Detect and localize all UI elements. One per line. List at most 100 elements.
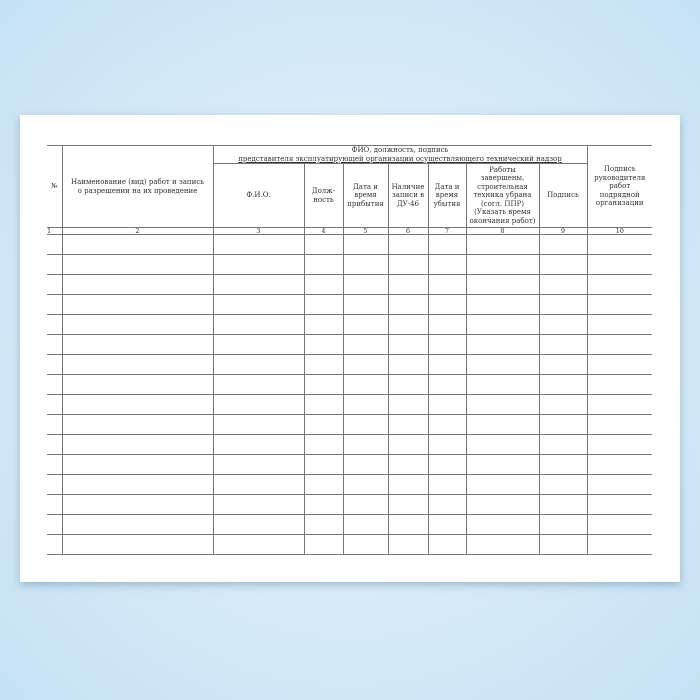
column-number: 9	[538, 227, 588, 235]
table-cell	[212, 434, 305, 455]
table-cell	[212, 394, 305, 415]
table-cell	[387, 534, 429, 555]
table-row	[47, 534, 652, 555]
table-cell	[47, 434, 63, 455]
table-cell	[342, 394, 389, 415]
table-cell	[465, 414, 540, 435]
table-cell	[387, 514, 429, 535]
table-cell	[387, 434, 429, 455]
header-completed: Работы завершены, строительная техника у…	[465, 163, 540, 228]
table-row	[47, 474, 652, 495]
table-cell	[387, 414, 429, 435]
table-cell	[586, 514, 652, 535]
table-cell	[303, 314, 344, 335]
table-cell	[212, 334, 305, 355]
table-cell	[342, 414, 389, 435]
table-row	[47, 294, 652, 315]
table-cell	[538, 434, 588, 455]
table-cell	[538, 474, 588, 495]
table-cell	[538, 294, 588, 315]
column-number: 10	[586, 227, 652, 235]
table-cell	[47, 234, 63, 255]
table-cell	[538, 414, 588, 435]
header-group-line2: представителя эксплуатирующей организаци…	[238, 154, 562, 163]
header-work: Наименование (вид) работ и запись о разр…	[61, 145, 214, 228]
table-cell	[212, 414, 305, 435]
table-cell	[47, 334, 63, 355]
table-cell	[212, 374, 305, 395]
table-cell	[342, 354, 389, 375]
table-row	[47, 414, 652, 435]
table-cell	[387, 454, 429, 475]
table-cell	[538, 514, 588, 535]
table-cell	[342, 274, 389, 295]
table-cell	[586, 474, 652, 495]
table-cell	[303, 354, 344, 375]
table-row	[47, 354, 652, 375]
table-cell	[47, 354, 63, 375]
table-cell	[47, 414, 63, 435]
table-cell	[586, 374, 652, 395]
table-cell	[47, 394, 63, 415]
table-cell	[303, 254, 344, 275]
table-row	[47, 494, 652, 515]
table-cell	[212, 254, 305, 275]
column-number: 3	[212, 227, 305, 235]
table-cell	[538, 254, 588, 275]
table-cell	[342, 534, 389, 555]
table-cell	[212, 514, 305, 535]
table-cell	[61, 394, 214, 415]
table-cell	[427, 434, 467, 455]
table-cell	[61, 474, 214, 495]
table-cell	[387, 334, 429, 355]
table-cell	[303, 454, 344, 475]
table-cell	[342, 334, 389, 355]
table-cell	[586, 454, 652, 475]
table-cell	[342, 294, 389, 315]
table-cell	[303, 234, 344, 255]
table-cell	[342, 234, 389, 255]
header-record: Наличие записи в ДУ-46	[387, 163, 429, 228]
table-cell	[465, 234, 540, 255]
table-cell	[61, 314, 214, 335]
table-cell	[342, 494, 389, 515]
table-row	[47, 254, 652, 275]
table-cell	[342, 314, 389, 335]
table-cell	[61, 454, 214, 475]
table-cell	[586, 534, 652, 555]
table-cell	[303, 374, 344, 395]
table-cell	[586, 294, 652, 315]
column-number: 8	[465, 227, 540, 235]
column-number: 7	[427, 227, 467, 235]
document-page: № Наименование (вид) работ и запись о ра…	[20, 115, 680, 582]
header-fio: Ф.И.О.	[213, 163, 305, 228]
table-cell	[342, 374, 389, 395]
table-cell	[387, 234, 429, 255]
table-cell	[212, 354, 305, 375]
table-cell	[387, 474, 429, 495]
table-cell	[303, 434, 344, 455]
header-position: Долж-ность	[303, 163, 344, 228]
table-cell	[303, 534, 344, 555]
header-arrival: Дата и время прибытия	[342, 163, 389, 228]
table-cell	[427, 534, 467, 555]
table-cell	[387, 314, 429, 335]
table-row	[47, 334, 652, 355]
table-cell	[465, 434, 540, 455]
table-cell	[61, 274, 214, 295]
header-group: ФИО, должность, подпись представителя эк…	[212, 145, 588, 164]
column-number: 2	[61, 227, 214, 235]
table-cell	[586, 254, 652, 275]
table-cell	[61, 334, 214, 355]
table-cell	[303, 394, 344, 415]
table-cell	[465, 314, 540, 335]
header-contractor: Подпись руководителя работ подрядной орг…	[586, 145, 652, 228]
table-cell	[465, 394, 540, 415]
table-cell	[61, 254, 214, 275]
table-cell	[427, 274, 467, 295]
table-cell	[303, 494, 344, 515]
table-cell	[303, 474, 344, 495]
table-cell	[212, 534, 305, 555]
table-cell	[427, 254, 467, 275]
table-cell	[61, 534, 214, 555]
